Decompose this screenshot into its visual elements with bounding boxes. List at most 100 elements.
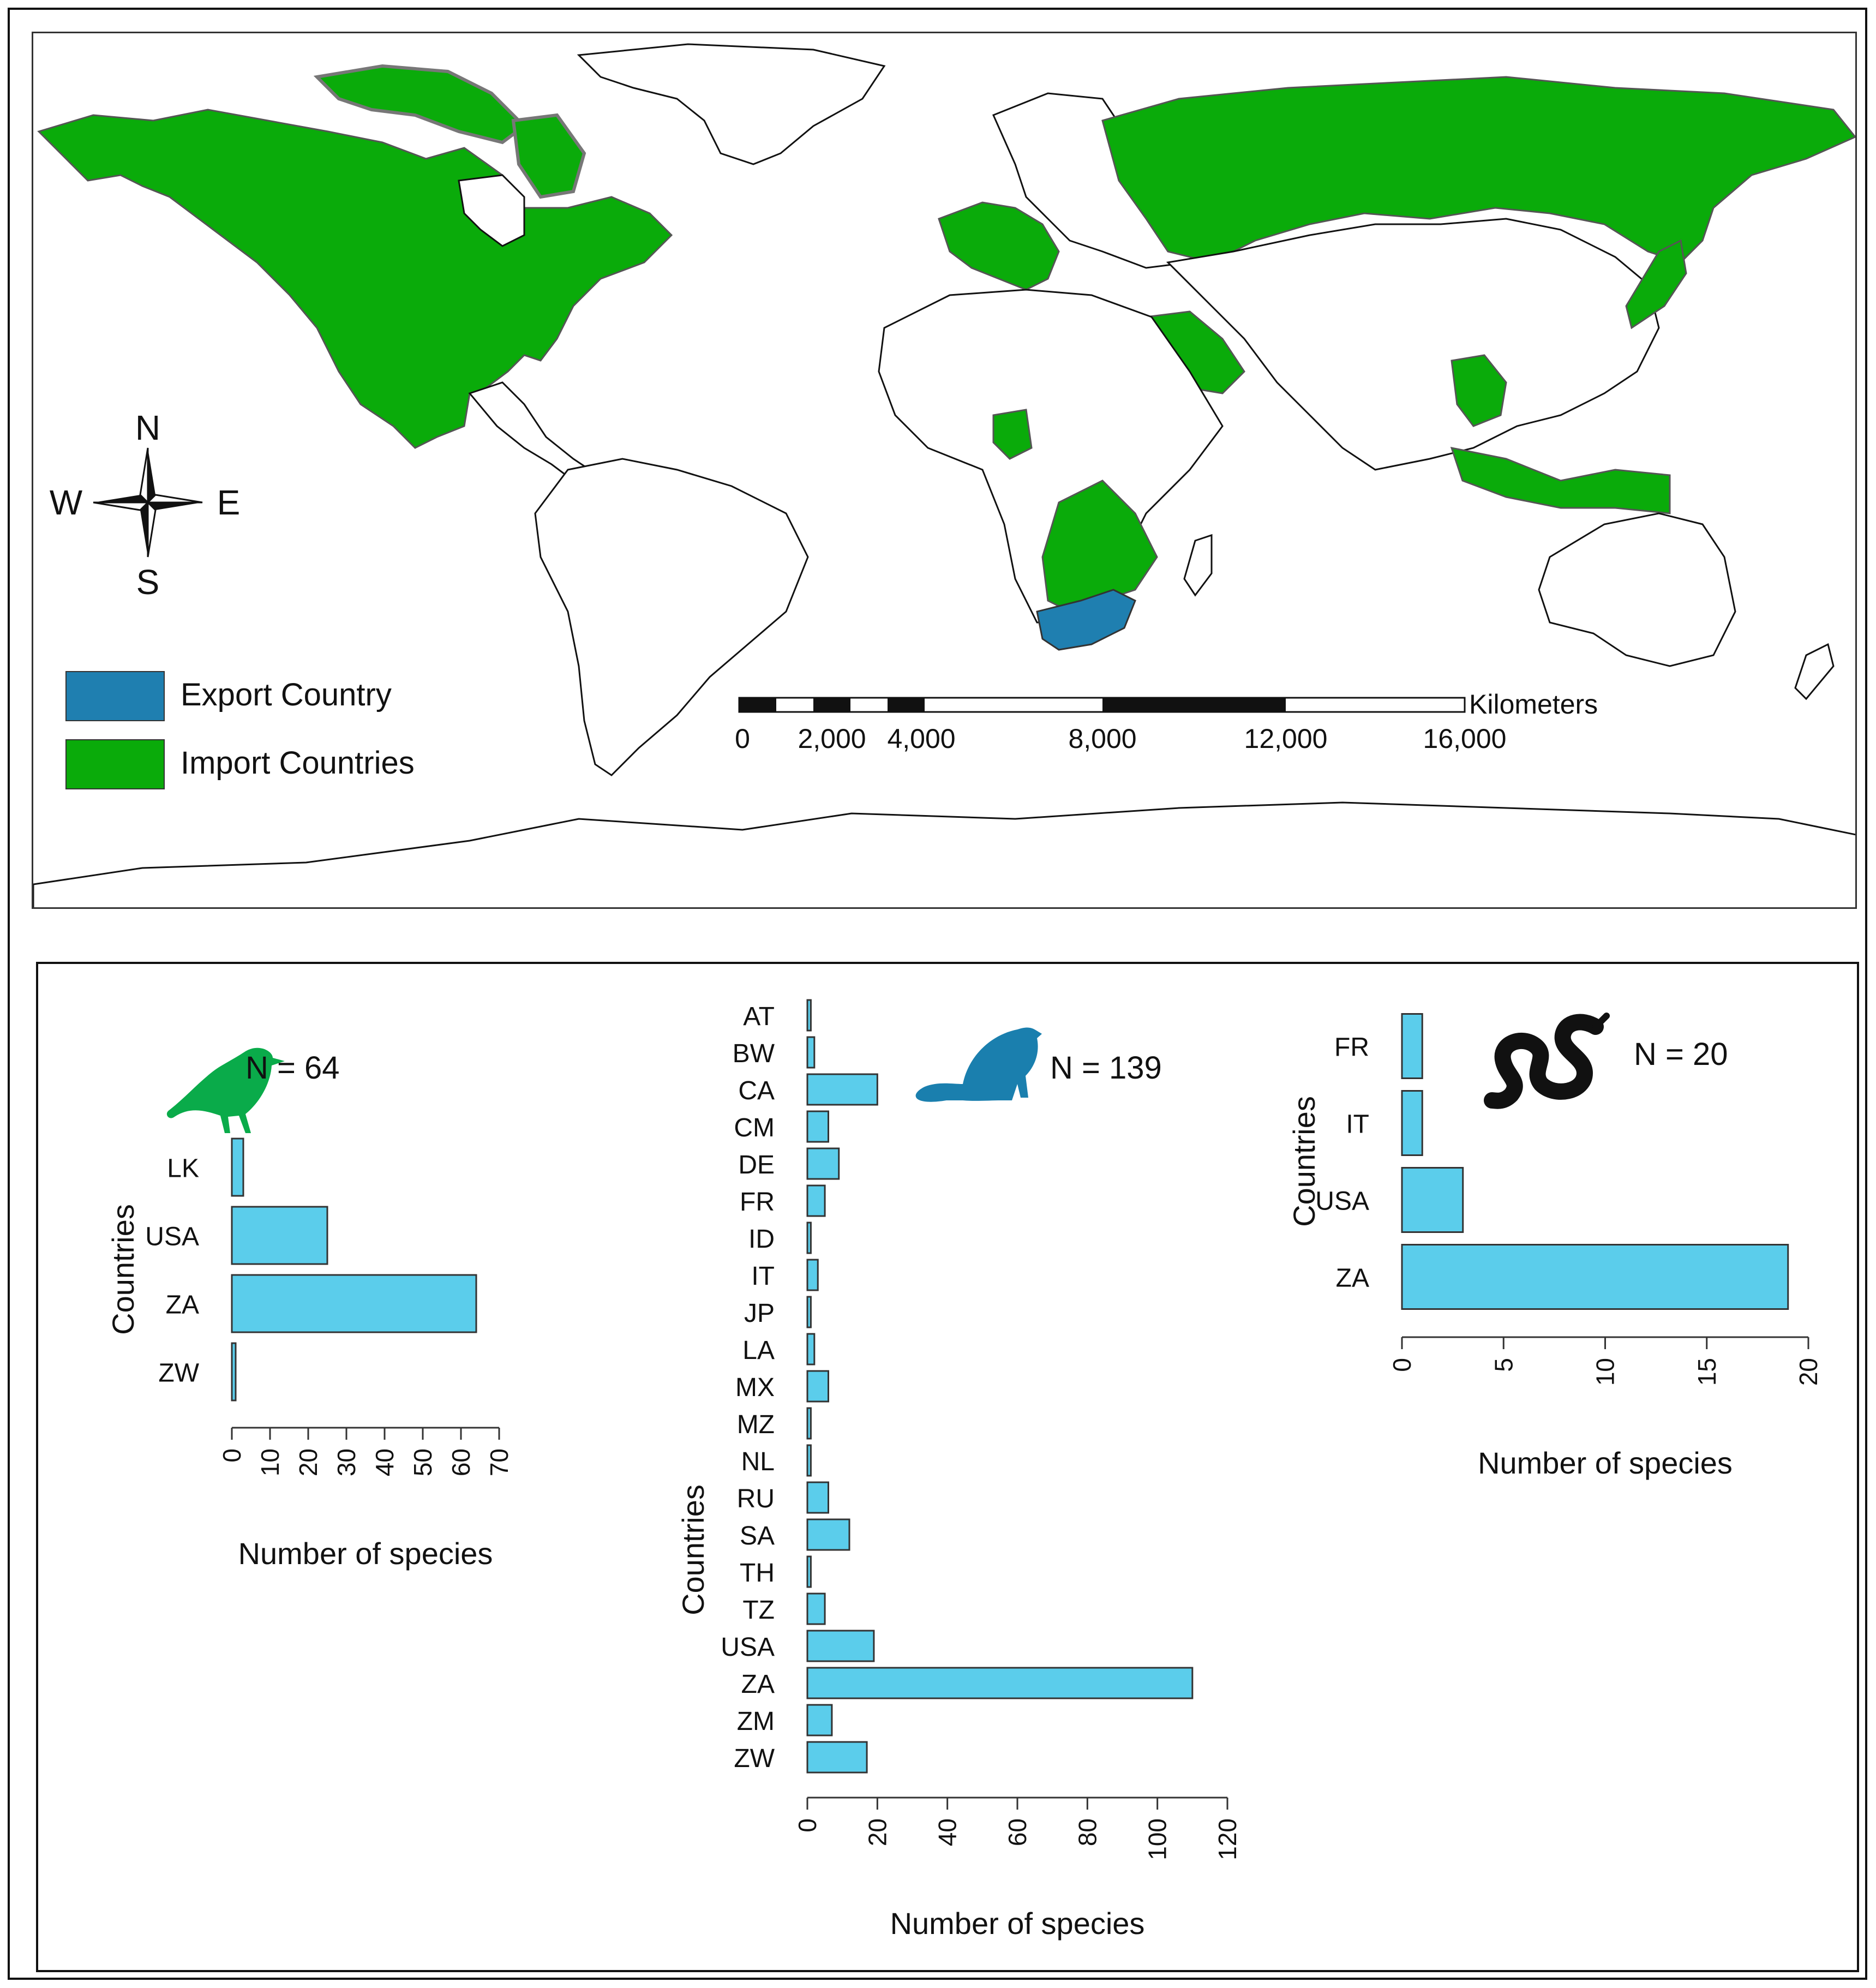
category-label: AT: [743, 1002, 775, 1031]
category-label: TZ: [742, 1596, 775, 1625]
compass-rose: N S E W: [50, 408, 241, 602]
category-label: LA: [742, 1336, 775, 1365]
bar-id: [806, 1221, 812, 1254]
asia: [1166, 218, 1660, 471]
legend-swatch-export: [65, 671, 165, 721]
category-label: RU: [737, 1484, 775, 1513]
bar-zm: [806, 1704, 833, 1736]
category-label: ZA: [741, 1670, 775, 1699]
x-tick-label: 20: [294, 1448, 322, 1476]
bar-usa: [1401, 1167, 1464, 1233]
new-zealand: [1794, 643, 1835, 700]
bar-fr: [1401, 1013, 1423, 1079]
category-label: CA: [738, 1076, 775, 1105]
baffin-island: [511, 113, 586, 199]
category-label: MX: [735, 1373, 775, 1402]
category-label: USA: [1315, 1187, 1369, 1216]
bar-za: [806, 1667, 1194, 1699]
y-axis-title: Countries: [106, 1204, 140, 1335]
category-label: ZA: [1336, 1264, 1369, 1293]
europe-west: [938, 201, 1060, 291]
central-america: [468, 381, 591, 482]
x-tick-label: 15: [1693, 1358, 1721, 1386]
madagascar: [1183, 534, 1213, 597]
bar-cm: [806, 1110, 829, 1143]
scale-tick-8000: 8,000: [1068, 723, 1136, 754]
y-axis-title: Countries: [1287, 1096, 1321, 1227]
sample-size-label: N = 20: [1634, 1037, 1728, 1072]
category-label: ID: [748, 1225, 775, 1254]
category-label: USA: [721, 1633, 775, 1662]
category-label: FR: [1334, 1033, 1369, 1062]
scale-tick-2000: 2,000: [798, 723, 866, 754]
bar-usa: [231, 1206, 328, 1265]
world-map: N S E W Export Country Import Countries …: [33, 43, 1855, 907]
bar-bw: [806, 1036, 816, 1069]
beaver-icon: [915, 1027, 1042, 1102]
x-tick-label: 20: [1794, 1358, 1823, 1386]
bar-zw: [231, 1342, 237, 1402]
bar-nl: [806, 1444, 812, 1477]
x-tick-label: 10: [1591, 1358, 1620, 1386]
category-label: IT: [1346, 1110, 1369, 1139]
chart-0: N = 64 LK USA ZA ZW 0 10 20 30 40 50 60 70 Number of …: [106, 1050, 513, 1571]
category-label: ZA: [166, 1291, 199, 1320]
scale-unit-label: Kilometers: [1469, 689, 1598, 720]
bar-mz: [806, 1407, 812, 1440]
category-label: LK: [167, 1154, 199, 1183]
bar-it: [806, 1259, 819, 1291]
x-tick-label: 80: [1073, 1818, 1101, 1846]
category-label: ZM: [737, 1707, 775, 1736]
x-tick-label: 60: [447, 1448, 475, 1476]
indonesia: [1450, 447, 1671, 514]
x-tick-label: 40: [933, 1818, 962, 1846]
category-label: SA: [740, 1522, 775, 1550]
world-map-panel: N S E W Export Country Import Countries …: [32, 32, 1857, 909]
figure-frame: N S E W Export Country Import Countries …: [8, 8, 1867, 1980]
x-axis-title: Number of species: [890, 1906, 1145, 1941]
x-tick-label: 100: [1143, 1818, 1172, 1860]
japan: [1625, 239, 1687, 330]
sample-size-label: N = 139: [1050, 1050, 1162, 1086]
x-tick-label: 30: [332, 1448, 361, 1476]
compass-west-label: W: [50, 483, 83, 522]
category-label: TH: [740, 1559, 775, 1588]
antarctica: [33, 801, 1855, 907]
x-tick-label: 20: [863, 1818, 891, 1846]
legend-label-export: Export Country: [181, 677, 392, 712]
snake-icon: [1484, 1013, 1610, 1109]
x-tick-label: 5: [1489, 1358, 1518, 1372]
x-tick-label: 60: [1003, 1818, 1032, 1846]
scale-tick-0: 0: [735, 723, 750, 754]
scale-tick-12000: 12,000: [1244, 723, 1328, 754]
hudson-bay: [458, 174, 525, 247]
south-america: [534, 458, 809, 776]
compass-east-label: E: [217, 483, 241, 522]
australia: [1538, 512, 1736, 667]
x-tick-label: 0: [793, 1818, 822, 1833]
x-tick-label: 50: [409, 1448, 437, 1476]
category-label: DE: [738, 1151, 775, 1179]
y-axis-title: Countries: [676, 1484, 710, 1615]
category-label: NL: [741, 1447, 775, 1476]
bar-th: [806, 1555, 812, 1588]
scale-tick-4000: 4,000: [887, 723, 955, 754]
chart-2: N = 20 FR IT USA ZA 0 5 10 15 20 Number of species…: [1287, 1013, 1823, 1480]
bird-icon: [166, 1047, 285, 1133]
cameroon: [992, 409, 1033, 460]
bar-lk: [231, 1137, 244, 1197]
bar-ca: [806, 1073, 878, 1106]
charts-panel: N = 64 LK USA ZA ZW 0 10 20 30 40 50 60 70 Number of …: [36, 962, 1859, 1972]
bar-jp: [806, 1296, 812, 1328]
category-label: BW: [733, 1039, 775, 1068]
sample-size-label: N = 64: [245, 1050, 340, 1086]
compass-north-label: N: [135, 408, 160, 447]
bar-la: [806, 1333, 816, 1366]
bar-sa: [806, 1518, 850, 1551]
bar-za: [1401, 1244, 1789, 1310]
x-tick-label: 0: [218, 1448, 246, 1463]
category-label: JP: [744, 1299, 775, 1328]
category-label: USA: [145, 1223, 199, 1252]
legend-swatch-import: [65, 739, 165, 789]
